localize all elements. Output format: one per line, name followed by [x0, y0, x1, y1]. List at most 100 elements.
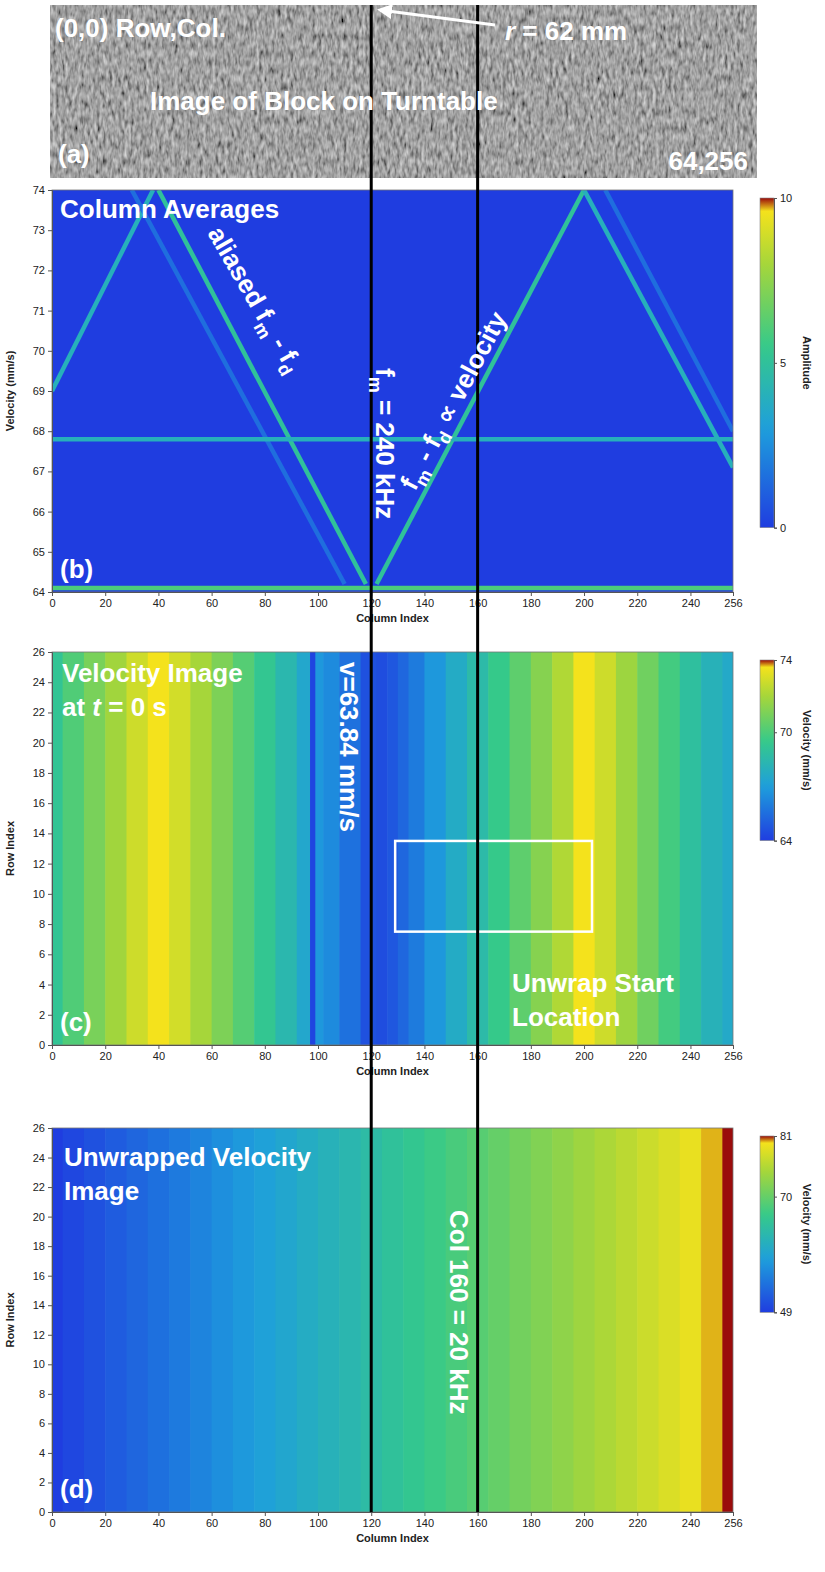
tick-label: 2: [39, 1009, 45, 1021]
tick-mark: [48, 682, 52, 683]
annotation: Velocity Imageat t = 0 s: [62, 658, 243, 722]
tick-label: 80: [259, 1050, 271, 1062]
heatmap-cell: [531, 1128, 553, 1512]
y-axis: 6465666768697071727374: [33, 184, 53, 598]
colorbar-axis: 647074: [774, 654, 792, 847]
tick-label: 256: [724, 1517, 742, 1529]
tick: 8: [39, 918, 52, 930]
tick: 68: [33, 425, 52, 437]
axis-line: [775, 661, 778, 842]
annotation-part: Image: [64, 1176, 139, 1206]
tick-mark: [531, 592, 532, 596]
tick: 240: [682, 1512, 700, 1529]
tick-label: 20: [33, 737, 45, 749]
tick-mark: [48, 552, 52, 553]
tick-mark: [48, 1364, 52, 1365]
tick: 16: [33, 1270, 52, 1282]
colorbar-axis: 497081: [774, 1130, 792, 1318]
heatmap-cell: [52, 1128, 63, 1512]
tick-label: 65: [33, 546, 45, 558]
annotation-part: d: [273, 360, 296, 380]
tick: 60: [206, 1045, 218, 1062]
tick-mark: [48, 270, 52, 271]
tick: 73: [33, 224, 52, 236]
heatmap-cell: [424, 1128, 446, 1512]
heatmap-cell: [701, 1128, 723, 1512]
tick: 24: [33, 676, 52, 688]
annotation-part: = 0 s: [101, 692, 167, 722]
tick-mark: [48, 1015, 52, 1016]
tick-mark: [424, 1512, 425, 1516]
tick: 70: [774, 1191, 792, 1203]
heatmap-cell: [659, 1128, 681, 1512]
tick: 10: [774, 192, 792, 204]
tick: 0: [49, 1512, 55, 1529]
annotation: fm - fd ∝ velocity: [394, 306, 518, 497]
tick-label: 2: [39, 1476, 45, 1488]
heatmap-cell: [190, 1128, 212, 1512]
y-axis-title: Row Index: [4, 1292, 16, 1348]
tick: 140: [416, 592, 434, 609]
tick: 40: [153, 1045, 165, 1062]
tick-mark: [48, 512, 52, 513]
tick-mark: [48, 1512, 52, 1513]
annotation-part: Unwrap Start: [512, 968, 674, 998]
tick: 2: [39, 1009, 52, 1021]
tick: 20: [33, 1211, 52, 1223]
tick: 72: [33, 264, 52, 276]
tick: 24: [33, 1152, 52, 1164]
tick-mark: [774, 528, 777, 529]
tick-label: 6: [39, 948, 45, 960]
tick-label: 180: [522, 1050, 540, 1062]
tick-mark: [48, 1045, 52, 1046]
tick-label: 8: [39, 918, 45, 930]
tick-label: 60: [206, 597, 218, 609]
tick-label: 4: [39, 979, 45, 991]
tick-label: 24: [33, 676, 45, 688]
x-axis: 020406080100120140160180200220240256: [49, 592, 742, 609]
tick: 22: [33, 1181, 52, 1193]
heatmap-cell: [318, 1128, 340, 1512]
heatmap-cell: [680, 652, 702, 1045]
block-image: [50, 5, 757, 178]
tick-label: 64: [33, 586, 45, 598]
tick-label: 40: [153, 597, 165, 609]
tick-mark: [637, 1512, 638, 1516]
annotation: Unwrapped VelocityImage: [64, 1142, 312, 1206]
tick-label: 22: [33, 706, 45, 718]
tick-mark: [48, 1423, 52, 1424]
tick-label: 74: [33, 184, 45, 196]
tick: 200: [575, 1512, 593, 1529]
annotation-part: - f: [262, 325, 304, 368]
panel-label: (c): [60, 1007, 92, 1037]
tick-label: 240: [682, 597, 700, 609]
x-axis-title: Column Index: [356, 612, 430, 624]
annotation: r = 62 mm: [505, 16, 627, 46]
tick: 100: [309, 1045, 327, 1062]
tick-label: 0: [39, 1506, 45, 1518]
tick-label: 69: [33, 385, 45, 397]
tick-mark: [318, 592, 319, 596]
ridge: [158, 190, 365, 584]
tick: 49: [774, 1306, 792, 1318]
tick-mark: [637, 592, 638, 596]
tick: 69: [33, 385, 52, 397]
tick-label: 0: [49, 1050, 55, 1062]
tick-mark: [531, 1512, 532, 1516]
tick-label: 68: [33, 425, 45, 437]
plot-area: [52, 190, 733, 592]
plot-area: [52, 1128, 733, 1512]
colorbar: [760, 198, 774, 528]
tick-label: 60: [206, 1517, 218, 1529]
tick-label: 24: [33, 1152, 45, 1164]
tick: 64: [774, 835, 792, 847]
tick-mark: [733, 592, 734, 596]
tick: 0: [774, 522, 786, 534]
axis-line: [48, 191, 53, 593]
plot-frame: [52, 190, 733, 592]
tick: 67: [33, 465, 52, 477]
tick-mark: [48, 1246, 52, 1247]
colorbar-title: Velocity (mm/s): [801, 1184, 813, 1265]
heatmap-cell: [212, 1128, 234, 1512]
tick: 6: [39, 1417, 52, 1429]
